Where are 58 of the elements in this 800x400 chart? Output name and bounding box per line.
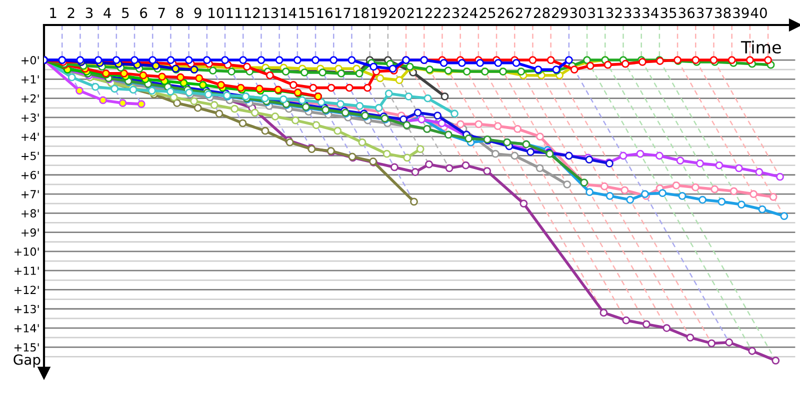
y-tick-label: +8': [22, 209, 39, 218]
y-tick-label: +3': [22, 113, 39, 122]
x-tick-label: 30: [570, 8, 586, 18]
x-tick-label: 1: [50, 8, 56, 18]
x-tick-label: 36: [678, 8, 695, 18]
x-tick-label: 31: [588, 8, 604, 18]
x-tick-label: 27: [516, 8, 532, 18]
x-tick-label: 32: [606, 8, 622, 18]
x-tick-label: 40: [750, 8, 767, 18]
x-tick-label: 22: [425, 8, 441, 18]
x-tick-label: 16: [317, 8, 333, 18]
x-tick-label: 18: [353, 8, 369, 18]
y-axis-title: Gap: [14, 354, 40, 368]
x-tick-label: 11: [226, 8, 242, 18]
x-tick-label: 28: [534, 8, 550, 18]
x-tick-label: 20: [389, 8, 405, 18]
x-axis-title: Time: [740, 40, 781, 54]
x-tick-label: 6: [140, 8, 148, 18]
y-tick-label: +9': [22, 228, 39, 237]
y-tick-label: +13': [14, 304, 39, 314]
y-tick-label: +5': [22, 152, 39, 160]
x-tick-label: 2: [68, 8, 74, 18]
x-tick-label: 23: [443, 8, 459, 18]
x-tick-label: 29: [552, 8, 568, 18]
x-tick-label: 10: [208, 8, 224, 18]
x-tick-label: 19: [372, 8, 387, 18]
x-tick-label: 13: [262, 8, 278, 18]
x-tick-label: 7: [158, 8, 165, 18]
y-tick-label: +6': [22, 170, 39, 180]
x-tick-label: 8: [176, 8, 184, 18]
y-tick-label: +1': [22, 75, 39, 84]
y-tick-label: +4': [22, 132, 39, 141]
y-tick-label: +7': [22, 190, 39, 198]
y-tick-label: +14': [14, 324, 39, 332]
x-tick-label: 25: [480, 8, 496, 18]
x-tick-label: 5: [122, 8, 129, 18]
y-tick-label: +0': [22, 56, 39, 64]
x-tick-label: 38: [715, 8, 731, 18]
y-tick-label: +2': [22, 94, 39, 103]
x-tick-label: 35: [660, 8, 676, 18]
y-tick-label: +11': [14, 266, 39, 275]
x-tick-label: 21: [407, 8, 423, 18]
x-tick-label: 34: [642, 8, 658, 18]
x-tick-label: 15: [299, 8, 314, 18]
x-tick-label: 39: [733, 8, 749, 18]
x-tick-label: 37: [696, 8, 712, 18]
y-tick-label: +12': [14, 286, 39, 294]
x-tick-label: 26: [498, 8, 514, 18]
y-tick-label: +15': [14, 343, 39, 352]
x-tick-label: 9: [194, 8, 202, 18]
x-tick-label: 14: [281, 8, 296, 18]
x-tick-label: 12: [244, 8, 260, 18]
y-tick-label: +10': [14, 247, 39, 256]
x-tick-label: 24: [462, 8, 478, 18]
x-tick-label: 3: [86, 8, 93, 18]
x-tick-label: 17: [335, 8, 350, 18]
x-tick-label: 4: [104, 8, 111, 18]
x-tick-label: 33: [624, 8, 640, 18]
